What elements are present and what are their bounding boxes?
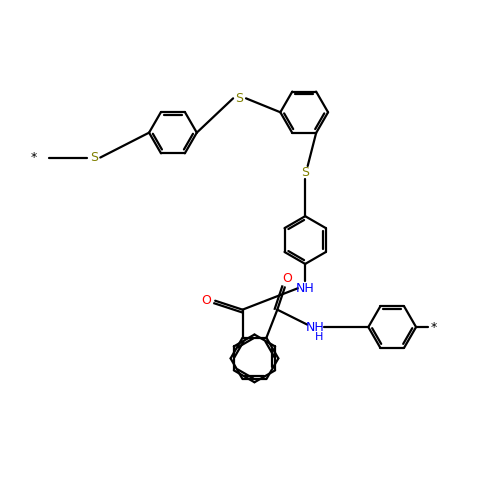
Text: H: H [314, 332, 323, 342]
Text: O: O [282, 272, 292, 285]
Text: S: S [301, 166, 309, 179]
Text: *: * [30, 151, 37, 164]
Text: O: O [202, 294, 211, 307]
Text: NH: NH [306, 320, 324, 334]
Text: S: S [236, 92, 244, 105]
Text: NH: NH [296, 282, 314, 295]
Text: *: * [430, 320, 436, 334]
Text: S: S [90, 151, 98, 164]
